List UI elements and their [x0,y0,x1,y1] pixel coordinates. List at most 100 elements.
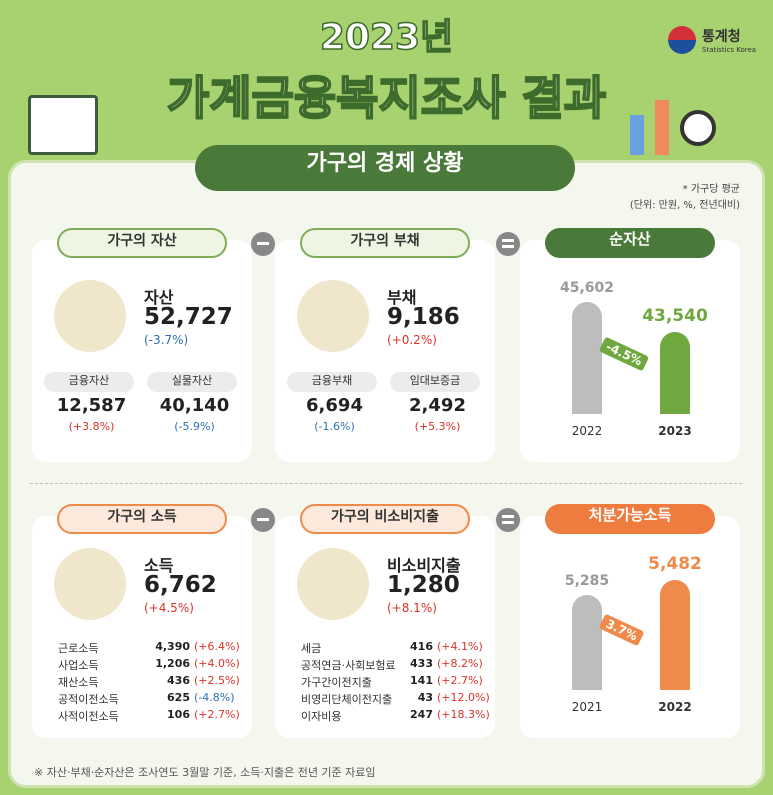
main-change: (+8.1%) [387,601,437,615]
main-label: 자산 [144,288,174,307]
main-change: (-3.7%) [144,333,189,347]
bar-value: 5,482 [648,554,702,574]
main-label: 비소비지출 [387,556,461,575]
bar-year: 2021 [571,700,603,714]
card-tab: 가구의 자산 [57,228,227,258]
house-icon [28,95,98,155]
item-change: (+2.7%) [194,708,240,721]
item-change: (+2.5%) [194,674,240,687]
item-value: 433 [410,657,433,670]
item-label: 재산소득 [58,676,99,689]
item-label: 비영리단체이전지출 [301,693,393,706]
item-value: 416 [410,640,433,653]
logo-ko: 통계청 [702,29,741,45]
logo-en: Statistics Korea [702,46,757,54]
bar [660,332,690,414]
card [32,516,252,738]
bar-value: 5,285 [564,573,610,589]
item-change: (+4.1%) [437,640,483,653]
operator [496,232,520,256]
main-label: 부채 [387,288,417,307]
divider [30,483,742,484]
item-change: (+8.2%) [437,657,483,670]
unit-note: (단위: 만원, %, 전년대비) [629,200,740,211]
item-change: (+5.3%) [414,420,461,433]
bar [572,595,602,690]
item-change: (-4.8%) [194,691,235,704]
arrow-up [655,100,669,155]
main-value: 52,727 [144,304,233,330]
arrow-up [630,115,644,155]
card-tab: 가구의 부채 [300,228,470,258]
card [275,516,495,738]
bar-year: 2022 [658,700,692,714]
card-tab: 순자산 [545,228,715,258]
item-label: 세금 [301,642,322,655]
item-change: (+6.4%) [194,640,240,653]
operator-bar [502,515,514,518]
item-change: (+4.0%) [194,657,240,670]
year-title: 2023년 [319,16,454,59]
operator [251,508,275,532]
icon [297,548,369,620]
footnote: ※ 자산·부채·순자산은 조사연도 3월말 기준, 소득·지출은 전년 기준 자… [34,766,376,779]
bar-year: 2023 [658,424,692,438]
icon [54,548,126,620]
item-value: 106 [167,708,190,721]
card [32,240,252,462]
item-value: 4,390 [155,640,190,653]
item-label: 금융자산 [44,372,134,392]
operator [496,508,520,532]
item-value: 6,694 [306,395,363,416]
item-label: 금융부채 [287,372,377,392]
bar-value: 45,602 [559,280,615,296]
item-label: 공적이전소득 [58,693,119,706]
main-value: 6,762 [144,572,217,598]
item-label: 임대보증금 [390,372,480,392]
item-value: 12,587 [56,395,127,416]
item-value: 247 [410,708,433,721]
item-value: 43 [417,691,433,704]
item-change: (+2.7%) [437,674,483,687]
main-value: 1,280 [387,572,460,598]
logo-mark [668,26,696,54]
icon [54,280,126,352]
item-value: 2,492 [409,395,466,416]
item-value: 436 [167,674,190,687]
bar [660,580,690,690]
item-label: 근로소득 [58,642,99,655]
item-label: 이자비용 [301,710,342,723]
item-label: 사업소득 [58,659,99,672]
operator [251,232,275,256]
item-value: 625 [167,691,190,704]
item-change: (+18.3%) [437,708,490,721]
section-title: 가구의 경제 상황 [195,145,575,191]
item-value: 1,206 [155,657,190,670]
card-tab: 가구의 소득 [57,504,227,534]
main-value: 9,186 [387,304,460,330]
operator-bar [502,521,514,524]
item-change: (-1.6%) [314,420,355,433]
item-change: (+3.8%) [68,420,115,433]
bar-year: 2022 [571,424,603,438]
item-label: 공적연금·사회보험료 [301,659,396,672]
main-change: (+0.2%) [387,333,437,347]
operator-bar [257,242,269,245]
operator-bar [502,245,514,248]
card [275,240,495,462]
main-label: 소득 [144,556,174,575]
operator-bar [257,518,269,521]
main-change: (+4.5%) [144,601,194,615]
icon [297,280,369,352]
operator-bar [502,239,514,242]
item-value: 141 [410,674,433,687]
magnifier [680,110,716,146]
item-label: 가구간이전지출 [301,676,372,689]
unit-note: * 가구당 평균 [682,184,740,195]
bar-value: 43,540 [642,306,708,326]
item-change: (+12.0%) [437,691,490,704]
item-label: 사적이전소득 [58,710,119,723]
item-value: 40,140 [159,395,230,416]
main-title: 가계금융복지조사 결과 [166,70,607,126]
